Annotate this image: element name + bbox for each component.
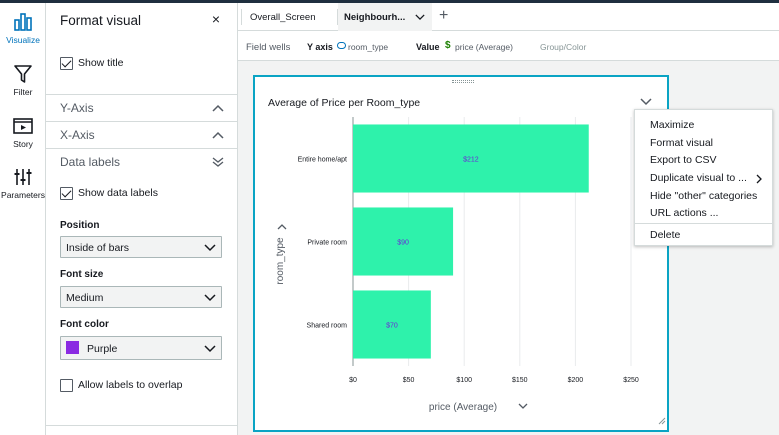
menu-item-export-csv[interactable]: Export to CSV <box>650 154 717 166</box>
y-axis-well-label: Y axis <box>307 42 333 52</box>
value-well-label: Value <box>416 42 440 52</box>
chevron-down-icon <box>204 244 216 252</box>
measure-field-icon: $ <box>445 40 451 51</box>
dimension-field-icon <box>337 42 346 49</box>
chevron-down-icon <box>204 345 216 353</box>
x-tick-label: $0 <box>349 377 357 384</box>
resize-handle-icon[interactable] <box>658 417 666 425</box>
bar <box>353 124 589 193</box>
data-labels-section[interactable]: Data labels <box>46 148 237 175</box>
color-swatch <box>66 341 79 354</box>
data-label: $212 <box>463 157 479 164</box>
panel-divider <box>46 425 237 426</box>
y-axis-well-field[interactable]: room_type <box>348 42 389 52</box>
font-size-label: Font size <box>60 269 104 280</box>
x-axis-title: price (Average) <box>429 402 497 413</box>
font-color-select[interactable]: Purple <box>60 336 222 360</box>
tab-neighbourhood-label: Neighbourh... <box>344 12 406 23</box>
show-title-checkbox[interactable] <box>60 57 73 70</box>
rail-parameters[interactable]: Parameters <box>0 166 46 200</box>
bar-chart-icon <box>14 13 32 31</box>
close-icon[interactable]: × <box>211 11 221 27</box>
x-tick-label: $200 <box>568 377 584 384</box>
category-label: Private room <box>307 240 347 247</box>
bar <box>353 207 454 276</box>
menu-item-hide-other[interactable]: Hide "other" categories <box>650 190 758 202</box>
menu-divider <box>635 223 772 224</box>
left-rail: Visualize Filter Story Parameters <box>0 3 46 435</box>
add-tab-button[interactable]: + <box>439 7 449 24</box>
x-tick-label: $250 <box>623 377 639 384</box>
chevron-down-icon[interactable] <box>415 13 425 21</box>
value-well-field[interactable]: price (Average) <box>455 42 513 52</box>
panel-title: Format visual <box>60 13 142 28</box>
chevron-right-icon <box>277 224 287 230</box>
top-bar <box>0 0 779 3</box>
funnel-icon <box>14 65 32 83</box>
font-color-label: Font color <box>60 319 109 330</box>
font-color-value: Purple <box>87 343 118 355</box>
rail-visualize[interactable]: Visualize <box>0 11 46 45</box>
field-wells: Field wells Y axis room_type Value $ pri… <box>238 31 779 61</box>
position-label: Position <box>60 220 100 231</box>
chevron-up-icon <box>212 104 224 112</box>
allow-overlap-checkbox[interactable] <box>60 379 73 392</box>
show-title-label: Show title <box>78 57 124 69</box>
data-labels-section-title: Data labels <box>60 155 121 169</box>
rail-visualize-label: Visualize <box>6 35 40 45</box>
y-axis-title: room_type <box>275 237 286 285</box>
x-tick-label: $150 <box>512 377 528 384</box>
rail-story-label: Story <box>13 139 33 149</box>
chevron-up-icon <box>212 131 224 139</box>
menu-item-format-visual[interactable]: Format visual <box>650 137 714 149</box>
x-axis-section-title: X-Axis <box>60 128 95 142</box>
show-data-labels-label: Show data labels <box>78 187 158 199</box>
y-axis-section-title: Y-Axis <box>60 101 94 115</box>
category-label: Shared room <box>307 323 348 330</box>
x-axis-section[interactable]: X-Axis <box>46 121 237 148</box>
category-label: Entire home/apt <box>298 157 347 164</box>
chevron-right-icon <box>756 174 762 184</box>
tab-divider <box>241 9 242 25</box>
position-select[interactable]: Inside of bars <box>60 236 222 258</box>
tab-divider <box>337 9 338 25</box>
drag-handle[interactable] <box>452 80 474 83</box>
chevron-double-down-icon <box>212 157 224 167</box>
bar <box>353 290 431 359</box>
chevron-down-icon <box>518 403 528 409</box>
sheet-tabs: Overall_Screen Neighbourh... + <box>238 3 779 31</box>
x-tick-label: $100 <box>456 377 472 384</box>
data-label: $70 <box>386 323 398 330</box>
rail-filter-label: Filter <box>13 87 33 97</box>
show-data-labels-checkbox[interactable] <box>60 187 73 200</box>
allow-overlap-label: Allow labels to overlap <box>78 379 183 391</box>
field-wells-title[interactable]: Field wells <box>246 42 291 53</box>
tab-neighbourhood[interactable]: Neighbourh... <box>338 3 432 31</box>
font-size-select[interactable]: Medium <box>60 286 222 308</box>
rail-parameters-label: Parameters <box>1 190 45 200</box>
chevron-down-icon <box>204 294 216 302</box>
story-icon <box>13 118 33 134</box>
format-visual-panel: Format visual × Show title Y-Axis X-Axis… <box>46 3 238 435</box>
y-axis-section[interactable]: Y-Axis <box>46 94 237 121</box>
sliders-icon <box>14 169 32 185</box>
visual-card[interactable]: Average of Price per Room_type Entire ho… <box>253 75 669 432</box>
visual-menu-chevron-icon[interactable] <box>640 97 652 106</box>
visual-title: Average of Price per Room_type <box>268 97 421 109</box>
menu-item-maximize[interactable]: Maximize <box>650 119 695 131</box>
visual-context-menu: Maximize Format visual Export to CSV Dup… <box>634 109 773 246</box>
rail-filter[interactable]: Filter <box>0 63 46 97</box>
data-label: $90 <box>397 240 409 247</box>
group-color-well[interactable]: Group/Color <box>540 42 587 52</box>
rail-story[interactable]: Story <box>0 115 46 149</box>
menu-item-delete[interactable]: Delete <box>650 229 681 241</box>
x-tick-label: $50 <box>403 377 415 384</box>
bar-chart: Entire home/apt $212 Private room $90 Shared… <box>275 117 639 413</box>
font-size-value: Medium <box>66 292 104 304</box>
tab-overall-screen[interactable]: Overall_Screen <box>250 12 316 23</box>
position-value: Inside of bars <box>66 242 130 254</box>
menu-item-url-actions[interactable]: URL actions ... <box>650 207 719 219</box>
menu-item-duplicate-visual[interactable]: Duplicate visual to ... <box>650 172 747 184</box>
